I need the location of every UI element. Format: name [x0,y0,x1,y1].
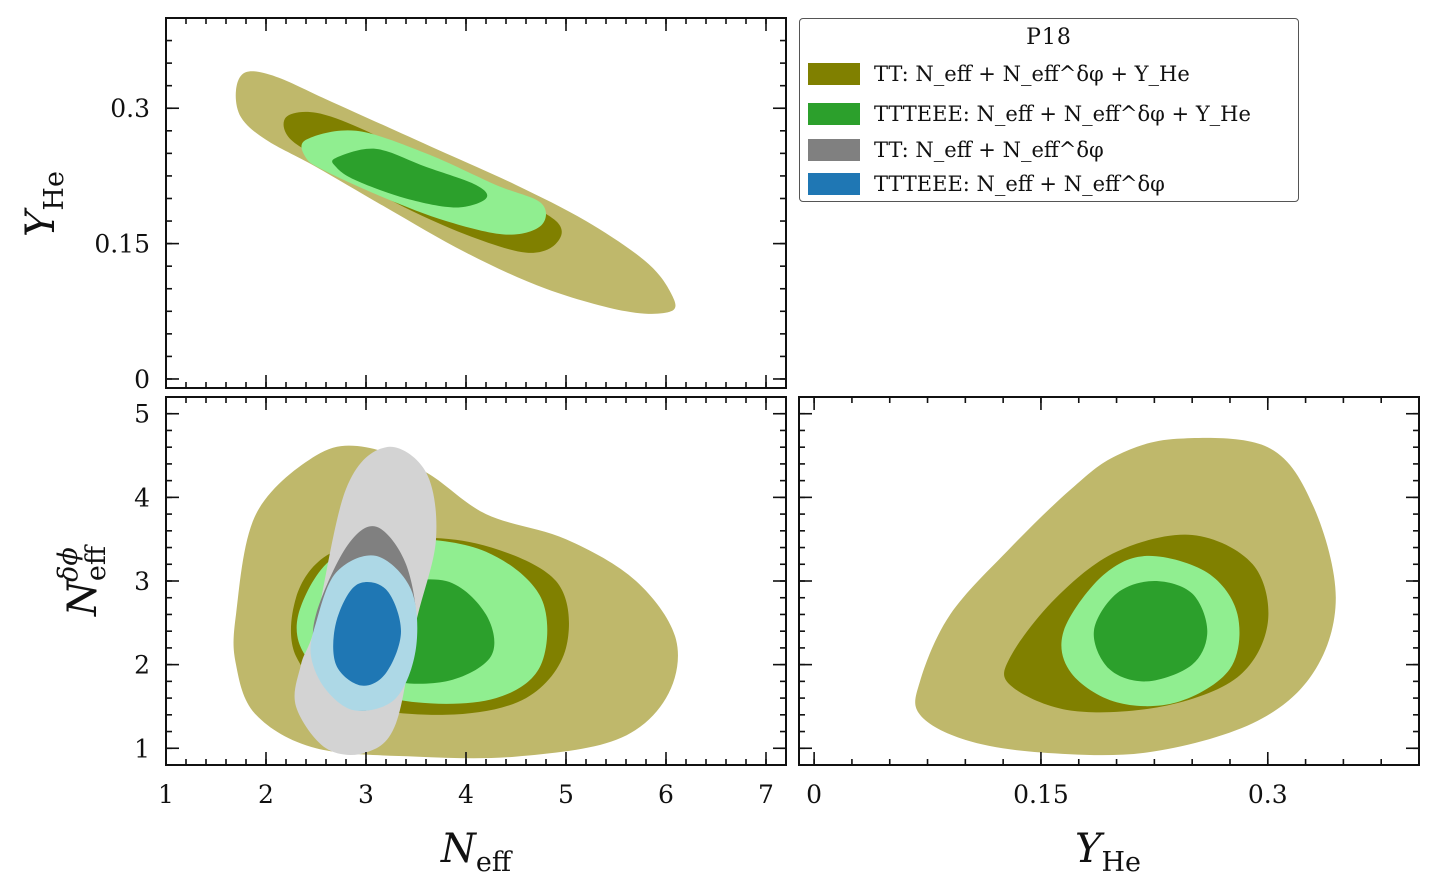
x-tick-label: 5 [558,780,574,809]
legend-entry-ttteee-full: TTTEEE: N_eff + N_eff^δφ + Y_He [808,99,1251,129]
y-tick-label: 2 [134,651,150,680]
contour-layer [235,71,676,314]
ylabel-ndphi: Neffδϕ [53,544,112,617]
legend-label: TT: N_eff + N_eff^δφ + Y_He [874,62,1190,86]
legend-swatch [808,173,860,195]
legend-entry-ttteee-noyhe: TTTEEE: N_eff + N_eff^δφ [808,169,1165,199]
legend-title: P18 [1026,25,1072,50]
legend-swatch [808,103,860,125]
x-tick-label: 6 [658,780,674,809]
panel-neff-vs-yhe: 0 0.15 0.3 [94,17,787,394]
x-tick-label: 0.3 [1248,780,1288,809]
legend-label: TT: N_eff + N_eff^δφ [874,138,1104,162]
ylabel-yhe: YHe [18,171,70,237]
legend: P18 TT: N_eff + N_eff^δφ + Y_He TTTEEE: … [799,18,1299,202]
y-tick-label: 0.15 [94,230,150,259]
x-tick-label: 4 [458,780,474,809]
panel-yhe-vs-ndphi: 0 0.15 0.3 [798,396,1420,809]
xlabel-yhe: YHe [1075,826,1141,878]
legend-label: TTTEEE: N_eff + N_eff^δφ + Y_He [874,102,1251,126]
legend-swatch [808,63,860,85]
y-tick-label: 4 [134,483,150,512]
contour-layer [915,437,1336,756]
ticks: 0 0.15 0.3 [799,397,1420,809]
xlabel-neff: Neff [440,826,513,878]
legend-swatch [808,139,860,161]
x-tick-label: 0 [806,780,822,809]
y-tick-label: 1 [134,734,150,763]
y-tick-label: 5 [134,400,150,429]
contour-layer [233,445,678,759]
contour-series1-68 [1093,581,1208,682]
legend-entry-tt-full: TT: N_eff + N_eff^δφ + Y_He [808,59,1190,89]
y-tick-label: 3 [134,567,150,596]
ticks: 1 2 3 4 5 6 7 1 2 3 4 5 [134,397,786,809]
x-tick-label: 0.15 [1013,780,1069,809]
panel-frame [165,17,787,389]
legend-entry-tt-noyhe: TT: N_eff + N_eff^δφ [808,135,1104,165]
y-tick-label: 0 [134,365,150,394]
contour-series1-68 [332,148,488,208]
x-tick-label: 3 [358,780,374,809]
contour-series3-68 [333,582,401,686]
y-tick-label: 0.3 [110,94,150,123]
x-tick-label: 7 [758,780,774,809]
x-tick-label: 2 [258,780,274,809]
ticks: 0 0.15 0.3 [94,18,786,394]
x-tick-label: 1 [158,780,174,809]
panel-neff-vs-ndphi: 1 2 3 4 5 6 7 1 2 3 4 5 [134,396,787,809]
legend-label: TTTEEE: N_eff + N_eff^δφ [874,172,1165,196]
